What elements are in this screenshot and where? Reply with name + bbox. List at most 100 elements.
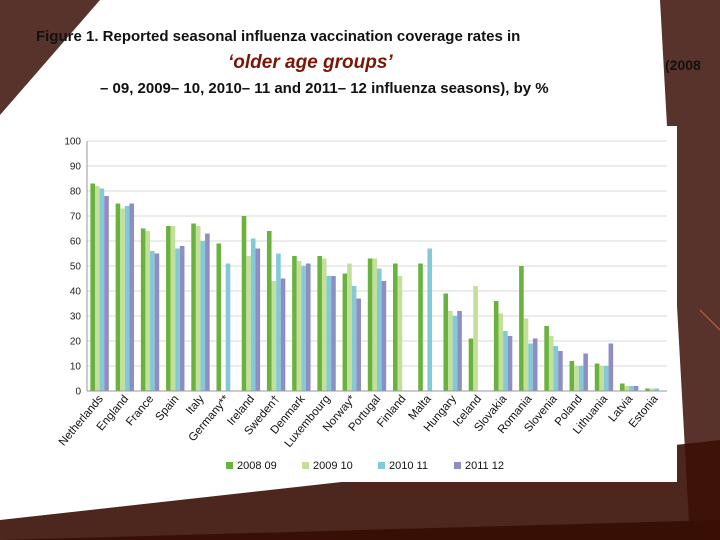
bar [574, 366, 579, 391]
bar [175, 248, 180, 391]
bar [457, 311, 462, 391]
legend-label: 2008 09 [237, 460, 277, 472]
bar [468, 338, 474, 391]
bar [321, 258, 327, 391]
bar [129, 203, 135, 391]
bar [594, 363, 600, 391]
bar [305, 263, 311, 391]
bar [124, 206, 130, 391]
bar [381, 281, 387, 391]
bar [331, 276, 336, 391]
bar [292, 256, 297, 391]
bar [140, 228, 146, 391]
bar [166, 226, 171, 391]
bar [528, 343, 533, 391]
bar [145, 231, 151, 391]
bar [599, 366, 604, 391]
legend-swatch [378, 462, 385, 469]
bar [276, 253, 281, 391]
bar [372, 258, 377, 391]
legend-label: 2009 10 [313, 460, 353, 472]
y-tick-label: 20 [70, 337, 82, 348]
bar [216, 243, 222, 391]
bar [553, 346, 559, 391]
bar [649, 388, 655, 391]
bar [195, 226, 201, 391]
bar [342, 273, 348, 391]
bar [558, 351, 563, 391]
bar [104, 196, 109, 391]
bar [99, 188, 105, 391]
y-tick-label: 60 [70, 237, 82, 248]
bar [225, 263, 231, 391]
bar [255, 248, 261, 391]
bar [443, 293, 449, 391]
title-line-3: (2008 [665, 57, 701, 73]
bar [154, 253, 160, 391]
bar [150, 251, 155, 391]
legend-swatch [454, 462, 461, 469]
x-tick-label: France [124, 393, 156, 428]
bar [280, 278, 286, 391]
bar [452, 316, 458, 391]
bar [246, 256, 251, 391]
bar [624, 386, 630, 391]
bar [351, 286, 357, 391]
bar [603, 366, 609, 391]
legend-swatch [302, 462, 309, 469]
bar [377, 268, 382, 391]
bar [629, 386, 634, 391]
bar [266, 231, 272, 391]
legend-label: 2010 11 [389, 460, 428, 472]
bar [548, 336, 554, 391]
bar [317, 256, 322, 391]
bar [583, 353, 588, 391]
y-tick-label: 40 [70, 287, 82, 298]
bar [473, 286, 478, 391]
bar [191, 223, 196, 391]
bar [95, 186, 100, 391]
bar [619, 383, 625, 391]
bar [503, 331, 508, 391]
bar [519, 266, 524, 391]
y-tick-label: 100 [64, 137, 81, 148]
bar [301, 266, 306, 391]
bar [645, 388, 650, 391]
y-tick-label: 10 [70, 362, 82, 373]
y-tick-label: 80 [70, 187, 82, 198]
y-tick-label: 0 [75, 387, 81, 398]
bar [115, 203, 121, 391]
y-tick-label: 70 [70, 212, 82, 223]
bar [523, 318, 529, 391]
bar [427, 248, 433, 391]
bar [367, 258, 373, 391]
bar [532, 338, 538, 391]
bar [393, 263, 398, 391]
legend-label: 2011 12 [465, 460, 504, 472]
bar [578, 366, 584, 391]
bar [654, 388, 659, 391]
bar [498, 313, 504, 391]
title-line-4: – 09, 2009– 10, 2010– 11 and 2011– 12 in… [100, 80, 549, 97]
legend-swatch [226, 462, 233, 469]
bar [507, 336, 513, 391]
bar [633, 386, 639, 391]
bar [356, 298, 361, 391]
title-line-2: ‘older age groups’ [228, 52, 393, 73]
bar [179, 246, 185, 391]
bar [326, 276, 332, 391]
bar [544, 326, 549, 391]
bar [608, 343, 614, 391]
bar [397, 276, 403, 391]
bar [418, 263, 423, 391]
bar [241, 216, 247, 391]
bar [90, 183, 96, 391]
y-tick-label: 90 [70, 162, 82, 173]
x-tick-label: Italy [184, 393, 207, 417]
bar [569, 361, 575, 391]
bar [347, 263, 352, 391]
title-line-1: Figure 1. Reported seasonal influenza va… [36, 28, 521, 45]
bar [120, 208, 125, 391]
y-tick-label: 50 [70, 262, 82, 273]
bar [205, 233, 210, 391]
